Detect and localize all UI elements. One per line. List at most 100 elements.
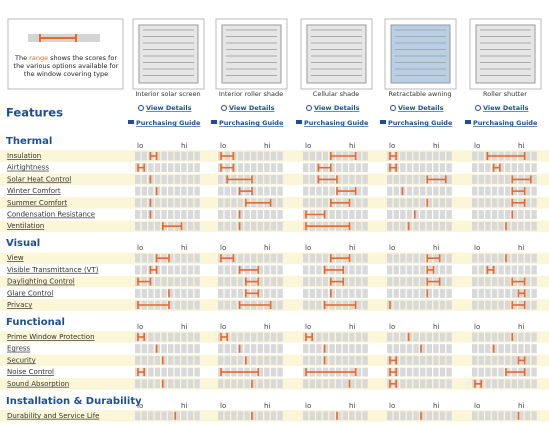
scale-hi: hi: [433, 142, 439, 150]
bar-segment: [141, 186, 147, 196]
bar-segment: [491, 288, 498, 298]
scale-hi: hi: [181, 244, 187, 252]
view-details-link[interactable]: View Details: [398, 104, 444, 112]
scale-lo: lo: [137, 323, 143, 331]
bar-segment: [439, 221, 446, 231]
bar-segment: [224, 379, 230, 389]
bar-segment: [244, 344, 250, 354]
bar-segment: [478, 163, 484, 173]
bar-segment: [446, 277, 452, 287]
bar-segment: [387, 265, 393, 275]
scale-lo: lo: [389, 323, 395, 331]
bar-segment: [224, 344, 230, 354]
view-details-link[interactable]: View Details: [314, 104, 360, 112]
range-mark: [389, 379, 398, 388]
purchasing-guide-link[interactable]: Purchasing Guide: [388, 119, 453, 127]
bar-segment: [194, 265, 200, 275]
row-label: Condensation Resistance: [7, 211, 95, 219]
view-details-link[interactable]: View Details: [229, 104, 275, 112]
range-mark: [329, 152, 357, 160]
purchasing-guide-link[interactable]: Purchasing Guide: [473, 119, 538, 127]
bar-segment: [224, 186, 230, 196]
bar-segment: [478, 151, 484, 161]
bar-segment: [309, 253, 315, 263]
bar-segment: [161, 288, 167, 298]
bar-segment: [270, 367, 277, 377]
bar-segment: [505, 174, 511, 184]
cart-icon: [128, 120, 134, 124]
purchasing-guide-link[interactable]: Purchasing Guide: [219, 119, 284, 127]
bar-segment: [244, 210, 250, 219]
bar-segment: [498, 379, 504, 389]
bar-segment: [161, 163, 167, 173]
bar-segment: [400, 332, 406, 342]
bar-segment: [518, 344, 524, 354]
bar-segment: [231, 344, 237, 354]
bar-segment: [531, 221, 537, 231]
range-mark: [492, 163, 501, 172]
bar-segment: [355, 332, 362, 342]
bar-segment: [393, 198, 399, 208]
bar-segment: [511, 411, 517, 421]
row-label: Privacy: [7, 301, 32, 309]
bar-segment: [237, 379, 244, 389]
bar-segment: [478, 344, 484, 354]
scale-lo: lo: [389, 402, 395, 410]
purchasing-guide-link[interactable]: Purchasing Guide: [136, 119, 201, 127]
bar-segment: [498, 265, 504, 275]
bar-segment: [322, 277, 329, 287]
bar-segment: [531, 332, 537, 342]
range-mark: [474, 379, 483, 388]
bar-segment: [433, 367, 439, 377]
bar-segment: [349, 288, 355, 298]
view-details-link[interactable]: View Details: [146, 104, 192, 112]
bar-segment: [168, 379, 174, 389]
bar-segment: [154, 355, 161, 365]
bar-segment: [231, 379, 237, 389]
bar-segment: [498, 277, 504, 287]
bar-segment: [224, 198, 230, 208]
bar-segment: [387, 210, 393, 219]
bar-segment: [303, 288, 309, 298]
bar-segment: [135, 344, 141, 354]
bar-segment: [511, 265, 517, 275]
view-details-link[interactable]: View Details: [483, 104, 529, 112]
bar-segment: [342, 355, 348, 365]
bar-segment: [524, 379, 531, 389]
bar-segment: [244, 253, 250, 263]
row-label: Noise Control: [7, 368, 54, 376]
product-caption: Roller shutter: [483, 90, 527, 98]
bar-segment: [498, 198, 504, 208]
bar-segment: [237, 221, 244, 231]
bar-segment: [329, 210, 335, 219]
bar-segment: [439, 288, 446, 298]
bar-segment: [251, 332, 257, 342]
bar-segment: [277, 210, 283, 219]
bar-segment: [154, 265, 161, 275]
bar-segment: [194, 411, 200, 421]
bar-segment: [426, 332, 432, 342]
bar-segment: [472, 253, 478, 263]
bar-segment: [400, 288, 406, 298]
bar-segment: [174, 379, 180, 389]
bar-segment: [446, 186, 452, 196]
bar-segment: [349, 174, 355, 184]
row-label: Sound Absorption: [7, 380, 69, 388]
scale-lo: lo: [474, 142, 480, 150]
bar-segment: [491, 265, 498, 275]
bar-segment: [531, 174, 537, 184]
scale-lo: lo: [305, 323, 311, 331]
scale-lo: lo: [305, 142, 311, 150]
range-mark: [149, 152, 158, 160]
bar-segment: [194, 379, 200, 389]
bar-segment: [433, 379, 439, 389]
bar-segment: [336, 411, 342, 421]
bar-segment: [393, 344, 399, 354]
bar-segment: [420, 210, 426, 219]
bar-segment: [393, 210, 399, 219]
bar-segment: [413, 221, 419, 231]
bar-segment: [420, 411, 426, 421]
bar-segment: [168, 344, 174, 354]
purchasing-guide-link[interactable]: Purchasing Guide: [304, 119, 369, 127]
bar-segment: [135, 288, 141, 298]
